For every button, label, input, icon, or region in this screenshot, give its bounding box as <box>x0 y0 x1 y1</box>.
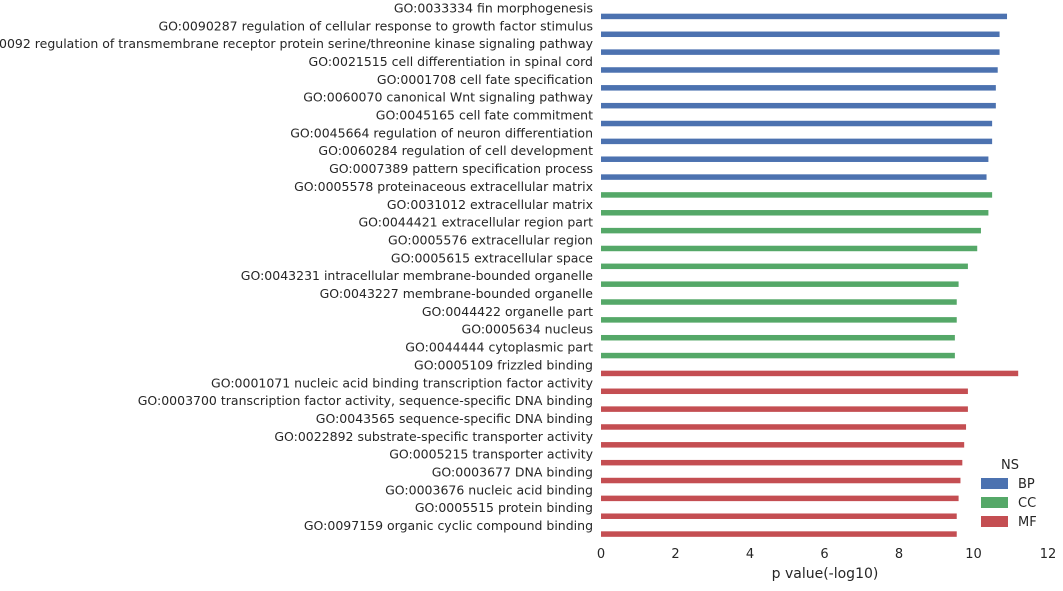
category-label: GO:0043231 intracellular membrane-bounde… <box>241 268 594 283</box>
x-tick-label: 10 <box>965 547 982 562</box>
x-axis: 0 2 4 6 8 10 12 <box>597 547 1056 562</box>
x-tick-label: 4 <box>746 547 754 562</box>
bar-cc <box>601 245 978 252</box>
x-tick-label: 6 <box>820 547 828 562</box>
x-tick-label: 8 <box>895 547 903 562</box>
bar-bp <box>601 138 993 145</box>
category-label: GO:0043565 sequence-specific DNA binding <box>316 411 593 426</box>
x-tick-label: 0 <box>597 547 605 562</box>
category-label: GO:0090092 regulation of transmembrane r… <box>0 36 594 51</box>
category-label: GO:0003676 nucleic acid binding <box>385 482 593 497</box>
bar-mf <box>601 406 968 412</box>
category-label: GO:0005634 nucleus <box>462 322 593 337</box>
bar-mf <box>601 531 957 537</box>
category-label: GO:0060284 regulation of cell developmen… <box>318 143 593 158</box>
bar-cc <box>601 352 955 359</box>
bar-mf <box>601 424 967 430</box>
legend-swatch-bp <box>981 478 1008 489</box>
category-label: GO:0005515 protein binding <box>415 500 593 515</box>
bar-mf <box>601 388 968 395</box>
bar-mf <box>601 513 957 519</box>
legend: NS BP CC MF <box>981 458 1037 530</box>
category-label: GO:0033334 fin morphogenesis <box>394 0 593 15</box>
x-tick-label: 12 <box>1040 547 1057 562</box>
category-label: GO:0007389 pattern specification process <box>329 161 593 176</box>
bar-mf <box>601 370 1019 377</box>
category-label: GO:0043227 membrane-bounded organelle <box>320 286 594 301</box>
bar-bp <box>601 49 1000 55</box>
category-label: GO:0001071 nucleic acid binding transcri… <box>211 375 594 390</box>
x-tick-label: 2 <box>671 547 679 562</box>
legend-swatch-cc <box>981 497 1008 508</box>
bar-cc <box>601 334 955 341</box>
category-label: GO:0003677 DNA binding <box>432 465 593 480</box>
category-label: GO:0005109 frizzled binding <box>414 357 593 372</box>
category-label: GO:0060070 canonical Wnt signaling pathw… <box>303 90 593 105</box>
x-axis-label: p value(-log10) <box>772 566 879 582</box>
category-label: GO:0044422 organelle part <box>422 304 593 319</box>
bar-bp <box>601 31 1000 38</box>
category-label: GO:0097159 organic cyclic compound bindi… <box>304 518 593 533</box>
category-label: GO:0090287 regulation of cellular respon… <box>158 18 593 33</box>
legend-title: NS <box>1001 458 1019 473</box>
bar-mf <box>601 459 963 466</box>
bars-layer <box>601 13 1019 537</box>
category-label: GO:0005215 transporter activity <box>389 447 593 462</box>
bar-cc <box>601 227 981 234</box>
legend-label-bp: BP <box>1018 477 1035 492</box>
category-label: GO:0022892 substrate-specific transporte… <box>274 429 593 444</box>
bar-bp <box>601 102 996 109</box>
category-label: GO:0044444 cytoplasmic part <box>405 340 593 355</box>
bar-mf <box>601 477 961 484</box>
bar-mf <box>601 495 959 502</box>
bar-cc <box>601 281 959 287</box>
bar-cc <box>601 299 957 305</box>
category-label: GO:0044421 extracellular region part <box>358 215 593 230</box>
bar-cc <box>601 263 968 270</box>
category-label: GO:0021515 cell differentiation in spina… <box>309 54 593 69</box>
legend-swatch-mf <box>981 516 1008 527</box>
legend-label-mf: MF <box>1018 515 1037 530</box>
legend-label-cc: CC <box>1018 496 1036 511</box>
category-label: GO:0045664 regulation of neuron differen… <box>290 125 593 140</box>
bar-bp <box>601 174 987 180</box>
bar-mf <box>601 442 965 448</box>
category-label: GO:0005578 proteinaceous extracellular m… <box>294 179 593 194</box>
bar-bp <box>601 67 998 73</box>
category-label: GO:0005615 extracellular space <box>391 250 593 265</box>
bar-cc <box>601 210 989 216</box>
bar-bp <box>601 85 996 91</box>
bar-bp <box>601 120 993 127</box>
category-labels: GO:0033334 fin morphogenesis GO:0090287 r… <box>0 0 594 533</box>
bar-bp <box>601 13 1008 20</box>
category-label: GO:0005576 extracellular region <box>388 232 593 247</box>
bar-cc <box>601 192 993 198</box>
bar-bp <box>601 156 989 162</box>
category-label: GO:0031012 extracellular matrix <box>387 197 593 212</box>
category-label: GO:0001708 cell fate specification <box>377 72 593 87</box>
category-label: GO:0045165 cell fate commitment <box>376 108 593 123</box>
bar-cc <box>601 317 957 323</box>
category-label: GO:0003700 transcription factor activity… <box>138 393 593 408</box>
